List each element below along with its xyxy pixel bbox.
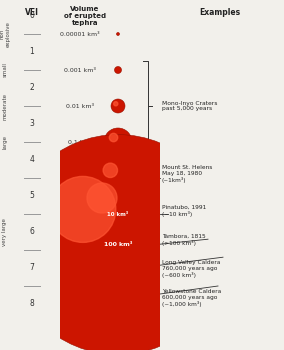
Text: 6: 6 bbox=[30, 228, 34, 237]
Text: 2: 2 bbox=[30, 84, 34, 92]
Text: 7: 7 bbox=[30, 264, 34, 273]
Text: Mount St. Helens
May 18, 1980
(~1km³): Mount St. Helens May 18, 1980 (~1km³) bbox=[162, 165, 212, 183]
Circle shape bbox=[8, 135, 228, 350]
Circle shape bbox=[104, 128, 132, 156]
Circle shape bbox=[114, 66, 122, 74]
Text: Yellowstone Caldera
600,000 years ago
(~1,000 km³): Yellowstone Caldera 600,000 years ago (~… bbox=[162, 289, 221, 307]
Text: 10 km³: 10 km³ bbox=[69, 211, 91, 217]
Text: moderate: moderate bbox=[3, 92, 7, 119]
Text: 3: 3 bbox=[30, 119, 34, 128]
Text: Pinatubo, 1991
(~10 km³): Pinatubo, 1991 (~10 km³) bbox=[162, 205, 206, 217]
Circle shape bbox=[87, 183, 117, 213]
Text: very large: very large bbox=[3, 218, 7, 246]
Circle shape bbox=[109, 133, 118, 142]
Circle shape bbox=[103, 163, 118, 177]
Text: large: large bbox=[3, 135, 7, 149]
Text: 10 km³: 10 km³ bbox=[107, 211, 129, 217]
Text: Volume
of erupted
tephra: Volume of erupted tephra bbox=[64, 6, 106, 26]
Text: 1: 1 bbox=[30, 48, 34, 56]
Circle shape bbox=[111, 99, 125, 113]
Circle shape bbox=[68, 164, 168, 264]
Text: 4: 4 bbox=[30, 155, 34, 164]
Text: 0.1 km³: 0.1 km³ bbox=[68, 140, 92, 145]
Text: 1 km³: 1 km³ bbox=[71, 175, 89, 181]
Text: non
explosive: non explosive bbox=[0, 21, 11, 47]
Text: VEI: VEI bbox=[25, 8, 39, 17]
Text: small: small bbox=[3, 63, 7, 77]
Text: 0: 0 bbox=[30, 12, 34, 21]
Text: Mono-Inyo Craters
past 5,000 years: Mono-Inyo Craters past 5,000 years bbox=[162, 100, 217, 111]
Circle shape bbox=[116, 33, 120, 35]
Text: 0.01 km³: 0.01 km³ bbox=[66, 104, 94, 108]
Circle shape bbox=[114, 102, 118, 106]
Circle shape bbox=[94, 154, 142, 202]
Text: 5: 5 bbox=[30, 191, 34, 201]
Text: 0.001 km³: 0.001 km³ bbox=[64, 68, 96, 72]
Circle shape bbox=[50, 176, 116, 243]
Text: 100 km³: 100 km³ bbox=[67, 247, 93, 252]
Text: Long Valley Caldera
760,000 years ago
(~600 km³): Long Valley Caldera 760,000 years ago (~… bbox=[162, 260, 220, 278]
Text: 8: 8 bbox=[30, 300, 34, 308]
Text: 100 km³: 100 km³ bbox=[104, 242, 132, 247]
Text: Tambora, 1815
(>100 km³): Tambora, 1815 (>100 km³) bbox=[162, 234, 206, 246]
Text: 0.00001 km³: 0.00001 km³ bbox=[60, 32, 100, 36]
Text: Examples: Examples bbox=[199, 8, 241, 17]
